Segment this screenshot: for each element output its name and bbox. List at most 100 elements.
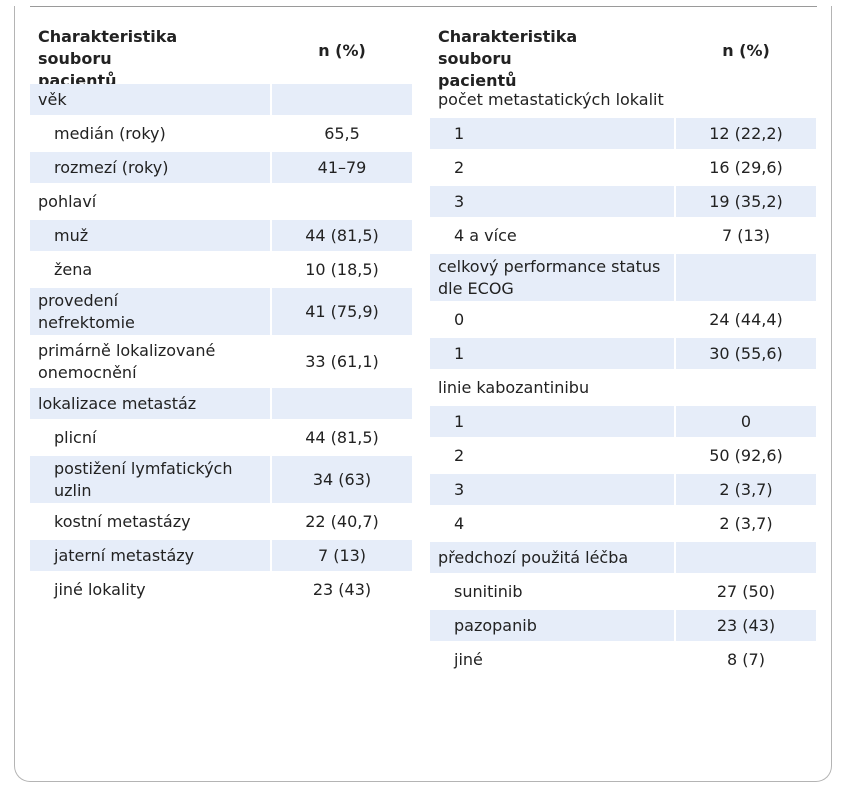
row-label: 2 [454,445,465,465]
row-label: 1 [454,343,465,363]
row-label: provedení nefrektomie [38,290,135,332]
row-band-label [430,338,674,369]
row-label: pohlaví [38,191,97,211]
row-value: 16 (29,6) [709,157,783,177]
table-row: linie kabozantinibu [430,372,816,403]
row-label: rozmezí (roky) [54,157,169,177]
row-band-value [272,84,412,115]
table-row: 3 2 (3,7) [430,474,816,505]
row-band-label [30,220,270,251]
row-band-label [430,254,674,301]
row-band-value [676,474,816,505]
row-value [676,84,816,115]
row-value: 41–79 [317,157,367,177]
table-row: postižení lymfatických uzlin 34 (63) [30,456,412,503]
row-label: předchozí použitá léčba [438,547,629,567]
table-row: primárně lokalizované onemocnění 33 (61,1… [30,338,412,385]
row-label: primárně lokalizované onemocnění [38,340,216,382]
table-row: věk [30,84,412,115]
row-band-value [272,220,412,251]
row-label: 4 [454,513,465,533]
right-header-label: Charakteristika souboru pacientů [438,27,578,90]
row-value: 23 (43) [716,615,776,635]
row-label: jaterní metastázy [54,545,195,565]
row-label: 1 [454,411,465,431]
row-band-value [272,388,412,419]
table-row: pohlaví [30,186,412,217]
row-value: 10 (18,5) [305,259,379,279]
row-label: 4 a více [454,225,517,245]
top-rule [30,6,817,7]
table-row: plicní 44 (81,5) [30,422,412,453]
row-value: 7 (13) [317,545,367,565]
table-row: žena 10 (18,5) [30,254,412,285]
row-value: 27 (50) [716,581,776,601]
table-row: 3 19 (35,2) [430,186,816,217]
row-label: 1 [454,123,465,143]
row-value: 24 (44,4) [709,309,783,329]
row-band-label [430,186,674,217]
table-row: jiné lokality 23 (43) [30,574,412,605]
table-row: pazopanib 23 (43) [430,610,816,641]
table-row: 2 16 (29,6) [430,152,816,183]
row-band-label [30,540,270,571]
row-band-label [430,474,674,505]
row-band-value [272,540,412,571]
row-value: 19 (35,2) [709,191,783,211]
row-label: kostní metastázy [54,511,191,531]
table-row: medián (roky) 65,5 [30,118,412,149]
left-header-label: Charakteristika souboru pacientů [38,27,178,90]
table-row: 1 12 (22,2) [430,118,816,149]
row-value: 33 (61,1) [305,351,379,371]
row-label: jiné lokality [54,579,146,599]
table-row: 4 2 (3,7) [430,508,816,539]
row-label: postižení lymfatických uzlin [54,458,233,500]
row-label: 0 [454,309,465,329]
row-band-label [430,406,674,437]
row-band-label [30,456,270,503]
row-band-value [676,542,816,573]
row-band-value [676,254,816,301]
row-value: 7 (13) [721,225,771,245]
row-value: 0 [740,411,752,431]
table-row: celkový performance status dle ECOG [430,254,816,301]
row-value: 30 (55,6) [709,343,783,363]
table-row: předchozí použitá léčba [430,542,816,573]
row-band-label [30,288,270,335]
table-row: sunitinib 27 (50) [430,576,816,607]
row-label: plicní [54,427,97,447]
table-row: kostní metastázy 22 (40,7) [30,506,412,537]
row-value: 50 (92,6) [709,445,783,465]
row-value: 2 (3,7) [719,479,773,499]
table-row: jiné 8 (7) [430,644,816,675]
left-header-value: n (%) [318,41,366,60]
table-row: 0 24 (44,4) [430,304,816,335]
row-band-label [30,388,270,419]
row-band-value [676,118,816,149]
table-row: muž 44 (81,5) [30,220,412,251]
table-row: rozmezí (roky) 41–79 [30,152,412,183]
row-value [272,388,412,419]
row-value: 12 (22,2) [709,123,783,143]
row-label: lokalizace metastáz [38,393,197,413]
table-row: počet metastatických lokalit [430,84,816,115]
row-value [272,186,412,217]
row-band-value [676,338,816,369]
table-row: 2 50 (92,6) [430,440,816,471]
row-label: muž [54,225,89,245]
table-row: 4 a více 7 (13) [430,220,816,251]
row-band-value [676,406,816,437]
row-value: 23 (43) [312,579,372,599]
row-label: počet metastatických lokalit [438,89,664,109]
row-label: 3 [454,479,465,499]
row-band-value [272,456,412,503]
row-value: 65,5 [324,123,360,143]
row-value: 44 (81,5) [305,427,379,447]
right-header-value: n (%) [722,41,770,60]
table-row: jaterní metastázy 7 (13) [30,540,412,571]
row-label: celkový performance status dle ECOG [438,256,661,298]
row-value: 44 (81,5) [305,225,379,245]
row-value: 2 (3,7) [719,513,773,533]
row-band-value [676,186,816,217]
